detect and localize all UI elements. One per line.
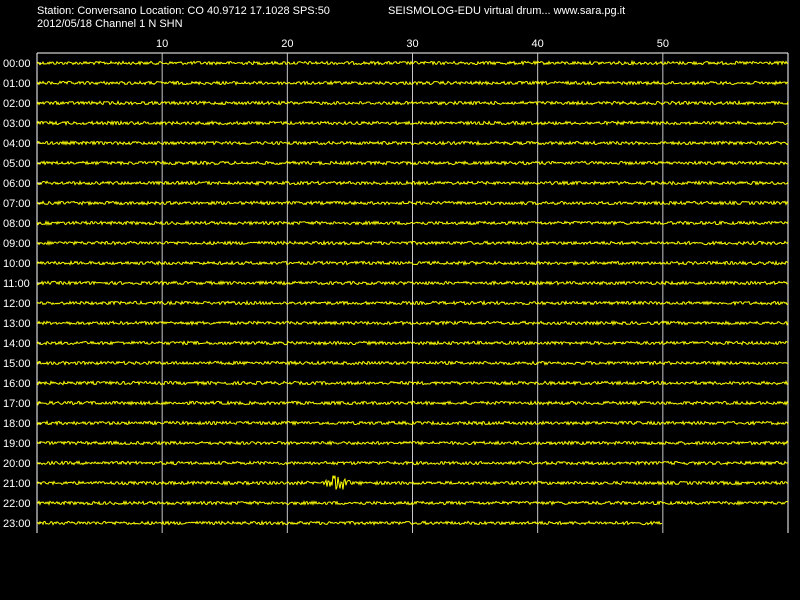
seismic-trace bbox=[36, 339, 789, 346]
seismic-trace bbox=[36, 160, 789, 167]
hour-label: 02:00 bbox=[3, 98, 31, 110]
minute-tick-label: 20 bbox=[281, 38, 293, 50]
hour-label: 15:00 bbox=[3, 358, 31, 370]
seismic-trace bbox=[36, 99, 789, 106]
seismic-trace bbox=[36, 359, 789, 367]
station-info: Station: Conversano Location: CO 40.9712… bbox=[37, 5, 330, 17]
hour-label: 08:00 bbox=[3, 218, 31, 230]
hour-label: 11:00 bbox=[3, 278, 30, 290]
hour-label: 00:00 bbox=[3, 58, 31, 70]
hour-label: 20:00 bbox=[3, 458, 31, 470]
hour-label: 09:00 bbox=[3, 238, 31, 250]
hour-label: 04:00 bbox=[3, 138, 31, 150]
hour-label: 21:00 bbox=[3, 478, 31, 490]
minute-tick-label: 30 bbox=[406, 38, 418, 50]
hour-label: 10:00 bbox=[3, 258, 31, 270]
seismic-trace bbox=[36, 280, 789, 286]
seismic-trace bbox=[36, 79, 789, 87]
seismic-trace bbox=[36, 475, 789, 490]
seismic-trace bbox=[36, 460, 789, 466]
brand-text: SEISMOLOG-EDU virtual drum... www.sara.p… bbox=[388, 5, 626, 17]
hour-label: 05:00 bbox=[3, 158, 31, 170]
hour-label: 19:00 bbox=[3, 438, 31, 450]
hour-label: 22:00 bbox=[3, 498, 31, 510]
seismic-trace bbox=[36, 499, 789, 507]
hour-label: 18:00 bbox=[3, 418, 31, 430]
seismic-trace bbox=[36, 299, 789, 307]
date-channel-info: 2012/05/18 Channel 1 N SHN bbox=[37, 18, 183, 30]
seismic-trace bbox=[36, 259, 789, 267]
hour-label: 06:00 bbox=[3, 178, 31, 190]
hour-label: 01:00 bbox=[3, 78, 31, 90]
seismic-trace bbox=[36, 400, 789, 407]
seismic-trace bbox=[36, 119, 789, 127]
minute-tick-label: 50 bbox=[657, 38, 669, 50]
hour-label: 03:00 bbox=[3, 118, 31, 130]
seismic-trace bbox=[36, 200, 789, 207]
hour-label: 23:00 bbox=[3, 518, 31, 530]
seismic-trace bbox=[36, 519, 663, 526]
seismic-trace bbox=[36, 239, 789, 247]
hour-label: 16:00 bbox=[3, 378, 31, 390]
seismic-trace bbox=[36, 179, 789, 187]
seismic-trace bbox=[36, 140, 789, 146]
seismic-trace bbox=[36, 59, 789, 67]
hour-label: 13:00 bbox=[3, 318, 31, 330]
hour-label: 07:00 bbox=[3, 198, 31, 210]
seismic-trace bbox=[36, 319, 789, 327]
hour-label: 17:00 bbox=[3, 398, 31, 410]
hour-label: 14:00 bbox=[3, 338, 31, 350]
hour-label: 12:00 bbox=[3, 298, 31, 310]
seismic-trace bbox=[36, 440, 789, 447]
seismic-trace bbox=[36, 219, 789, 227]
seismic-trace bbox=[36, 419, 789, 427]
minute-tick-label: 40 bbox=[532, 38, 544, 50]
minute-tick-label: 10 bbox=[156, 38, 168, 50]
seismic-trace bbox=[36, 380, 789, 386]
